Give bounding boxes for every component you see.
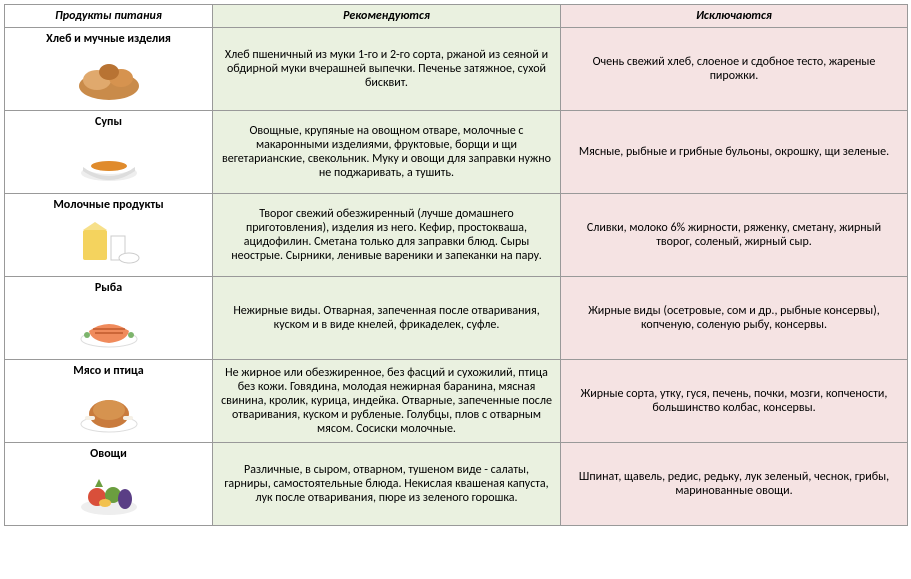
- category-title: Рыба: [13, 281, 204, 295]
- recommended-cell: Хлеб пшеничный из муки 1-го и 2-го сорта…: [213, 28, 561, 111]
- category-cell: Овощи: [5, 443, 213, 526]
- category-title: Молочные продукты: [13, 198, 204, 212]
- meat-icon: [69, 382, 149, 434]
- category-cell: Рыба: [5, 277, 213, 360]
- bread-icon: [69, 50, 149, 102]
- recommended-cell: Творог свежий обезжиренный (лучше домашн…: [213, 194, 561, 277]
- table-row: Рыба Нежирные виды. Отварная, запеченная …: [5, 277, 908, 360]
- header-products: Продукты питания: [5, 5, 213, 28]
- excluded-cell: Шпинат, щавель, редис, редьку, лук зелен…: [561, 443, 908, 526]
- soup-icon: [69, 133, 149, 185]
- category-cell: Супы: [5, 111, 213, 194]
- table-row: Молочные продукты Творог свежий обезжирен…: [5, 194, 908, 277]
- excluded-cell: Жирные виды (осетровые, сом и др., рыбны…: [561, 277, 908, 360]
- recommended-cell: Нежирные виды. Отварная, запеченная посл…: [213, 277, 561, 360]
- excluded-cell: Жирные сорта, утку, гуся, печень, почки,…: [561, 360, 908, 443]
- recommended-cell: Не жирное или обезжиренное, без фасций и…: [213, 360, 561, 443]
- excluded-cell: Мясные, рыбные и грибные бульоны, окрошк…: [561, 111, 908, 194]
- diet-table: Продукты питания Рекомендуются Исключают…: [4, 4, 908, 526]
- table-row: Хлеб и мучные изделия Хлеб пшеничный из м…: [5, 28, 908, 111]
- excluded-cell: Очень свежий хлеб, слоеное и сдобное тес…: [561, 28, 908, 111]
- category-title: Мясо и птица: [13, 364, 204, 378]
- category-cell: Молочные продукты: [5, 194, 213, 277]
- table-row: Овощи Различные, в сыром, отварном, тушен…: [5, 443, 908, 526]
- category-title: Хлеб и мучные изделия: [13, 32, 204, 46]
- category-cell: Мясо и птица: [5, 360, 213, 443]
- header-excluded: Исключаются: [561, 5, 908, 28]
- dairy-icon: [69, 216, 149, 268]
- recommended-cell: Различные, в сыром, отварном, тушеном ви…: [213, 443, 561, 526]
- category-title: Овощи: [13, 447, 204, 461]
- category-cell: Хлеб и мучные изделия: [5, 28, 213, 111]
- table-row: Мясо и птица Не жирное или обезжиренное, …: [5, 360, 908, 443]
- header-row: Продукты питания Рекомендуются Исключают…: [5, 5, 908, 28]
- excluded-cell: Сливки, молоко 6% жирности, ряженку, сме…: [561, 194, 908, 277]
- header-recommended: Рекомендуются: [213, 5, 561, 28]
- table-row: Супы Овощные, крупяные на овощном отваре,…: [5, 111, 908, 194]
- category-title: Супы: [13, 115, 204, 129]
- recommended-cell: Овощные, крупяные на овощном отваре, мол…: [213, 111, 561, 194]
- fish-icon: [69, 299, 149, 351]
- vegetables-icon: [69, 465, 149, 517]
